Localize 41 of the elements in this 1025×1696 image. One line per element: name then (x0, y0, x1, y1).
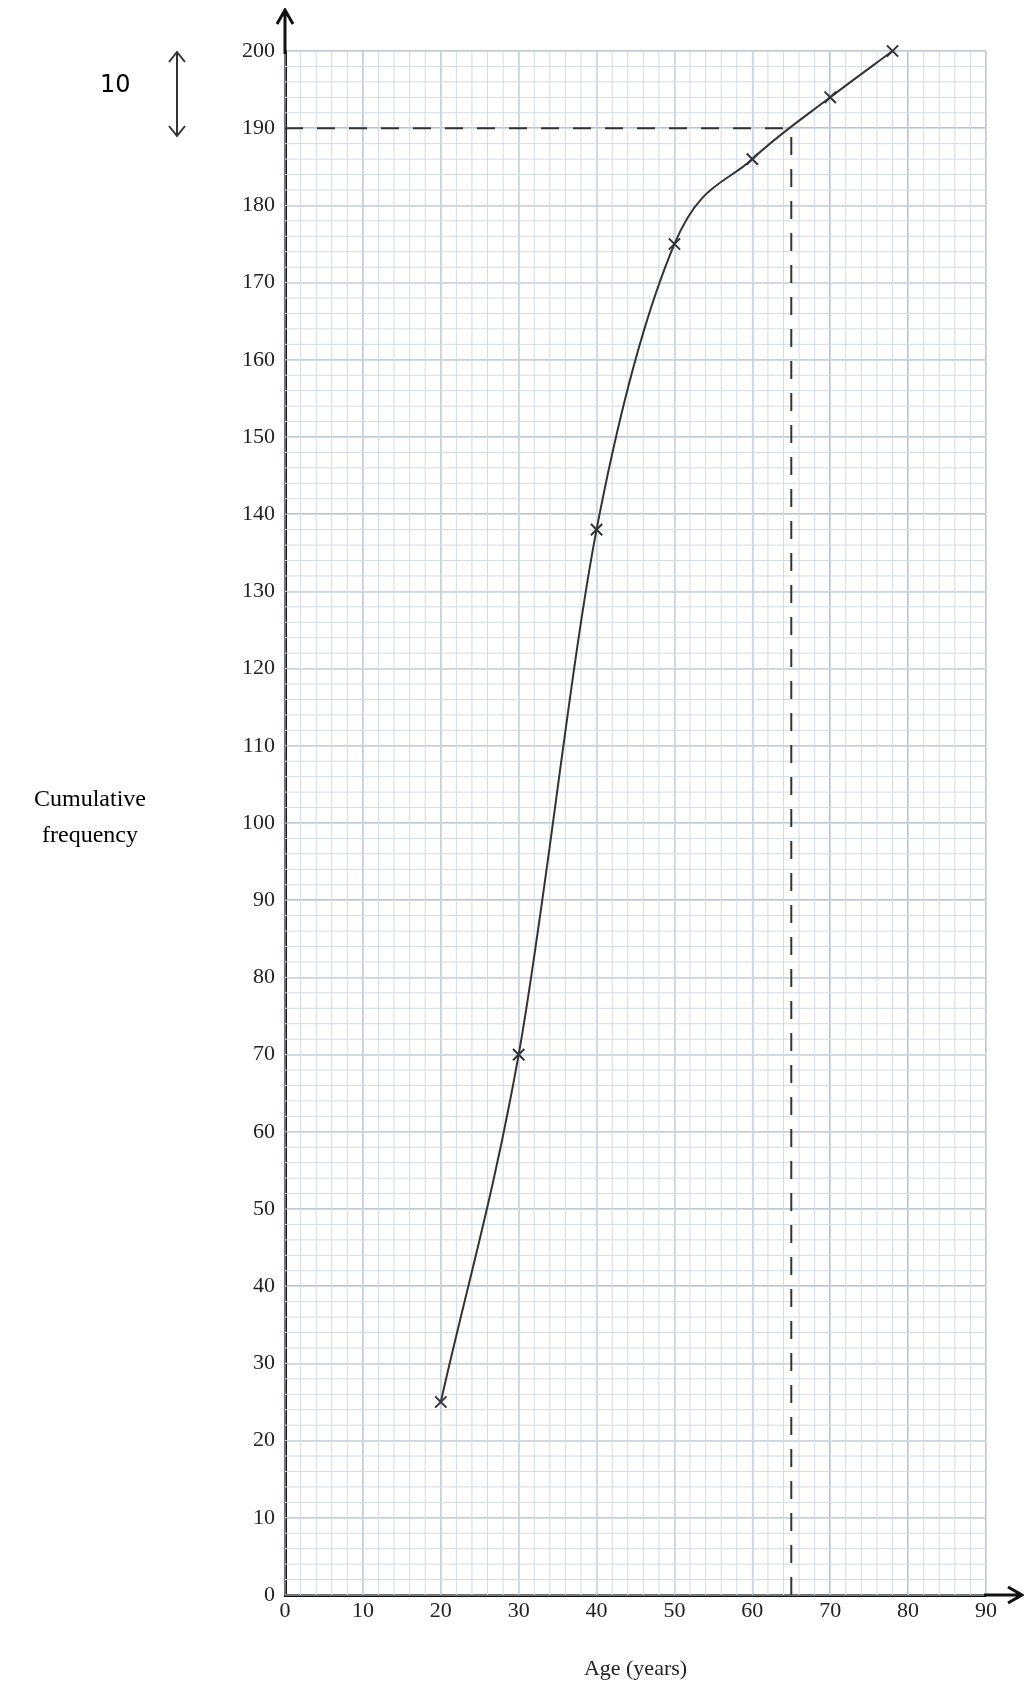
y-tick-label: 60 (253, 1117, 275, 1143)
x-tick-label: 90 (975, 1596, 997, 1622)
y-tick-label: 160 (242, 345, 275, 371)
y-axis-title: Cumulative frequency (33, 784, 147, 849)
x-tick-label: 70 (819, 1596, 842, 1622)
x-tick-label: 20 (429, 1596, 452, 1622)
y-tick-label: 130 (242, 577, 275, 603)
y-tick-label: 10 (253, 1503, 275, 1529)
x-tick-label: 60 (741, 1596, 764, 1622)
x-tick-label: 50 (663, 1596, 686, 1622)
point (667, 237, 682, 251)
point (885, 44, 900, 58)
point (512, 1047, 526, 1062)
x-tick-label: 80 (897, 1596, 920, 1622)
point (823, 90, 837, 104)
y-tick-label: 100 (242, 808, 275, 834)
y-tick-label: 150 (242, 422, 275, 448)
y-tick-label: 50 (253, 1194, 275, 1220)
text: 10 (100, 70, 131, 98)
y-tick-label: 140 (242, 499, 275, 525)
y-tick-label: 200 (242, 36, 275, 62)
y-tick-label: 110 (242, 731, 275, 757)
y-tick-label: 120 (242, 654, 275, 680)
point (434, 1395, 448, 1409)
y-tick-label: 80 (253, 963, 275, 989)
x-tick-label: 10 (351, 1596, 374, 1622)
y-tick-label: 90 (253, 885, 275, 911)
y-tick-label: 70 (253, 1040, 275, 1066)
point (589, 522, 604, 537)
y-tick-label: 30 (253, 1349, 275, 1375)
y-tick-label: 190 (242, 113, 275, 139)
y-tick-label: 0 (264, 1580, 275, 1606)
x-tick-label: 40 (585, 1596, 608, 1622)
x-tick-label: 30 (507, 1596, 530, 1622)
y-tick-label: 40 (253, 1271, 275, 1297)
y-tick-label: 20 (253, 1426, 275, 1452)
x-axis-title: Age (years) (583, 1654, 688, 1680)
y-tick-label: 180 (242, 191, 275, 217)
y-tick-label: 170 (242, 268, 275, 294)
x-tick-label: 0 (279, 1596, 291, 1622)
point (745, 152, 759, 166)
